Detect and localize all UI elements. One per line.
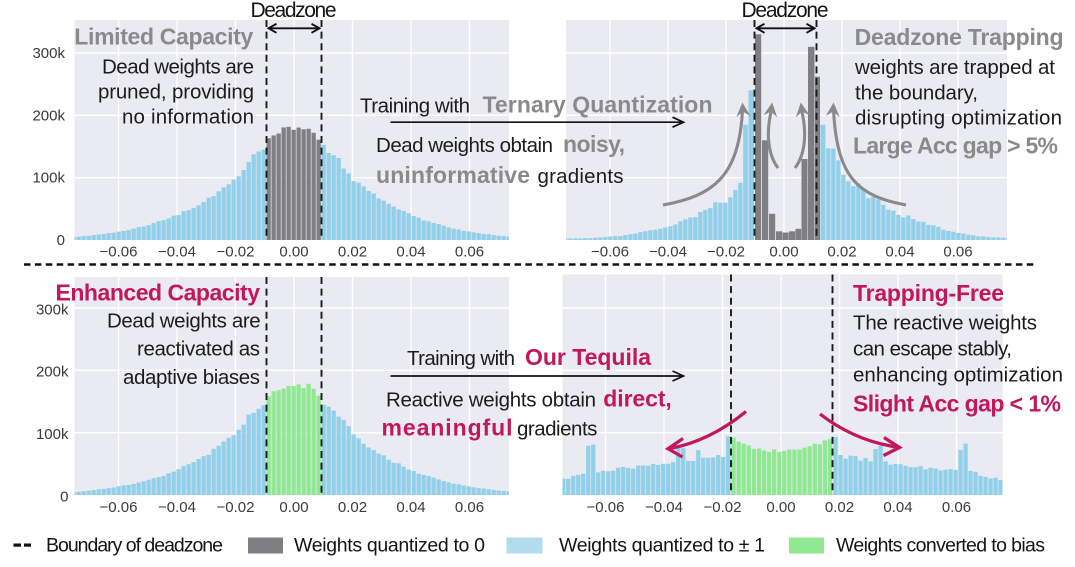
svg-text:300k: 300k (32, 45, 65, 62)
svg-text:0.00: 0.00 (769, 244, 798, 261)
svg-text:−0.02: −0.02 (217, 499, 255, 516)
svg-text:enhancing optimization: enhancing optimization (853, 364, 1063, 387)
svg-text:Training with: Training with (360, 95, 470, 118)
svg-text:direct,: direct, (603, 385, 672, 411)
svg-text:300k: 300k (36, 301, 69, 318)
svg-text:Deadzone: Deadzone (742, 0, 829, 22)
svg-text:Dead weights are: Dead weights are (102, 56, 254, 79)
svg-text:gradients: gradients (538, 165, 624, 188)
svg-text:Slight Acc gap < 1%: Slight Acc gap < 1% (853, 391, 1061, 417)
svg-text:0.02: 0.02 (338, 499, 367, 516)
svg-text:The reactive weights: The reactive weights (853, 312, 1037, 335)
svg-text:−0.06: −0.06 (100, 244, 138, 261)
svg-text:−0.06: −0.06 (100, 499, 138, 516)
svg-text:0.06: 0.06 (455, 244, 484, 261)
svg-text:0.02: 0.02 (825, 499, 854, 516)
svg-text:Weights quantized to ± 1: Weights quantized to ± 1 (559, 535, 765, 557)
svg-text:Deadzone: Deadzone (251, 0, 337, 22)
svg-text:Dead weights obtain: Dead weights obtain (376, 134, 553, 157)
svg-text:100k: 100k (32, 170, 65, 187)
svg-text:200k: 200k (32, 107, 65, 124)
svg-text:Reactive weights obtain: Reactive weights obtain (386, 388, 596, 411)
svg-text:−0.02: −0.02 (704, 499, 742, 516)
svg-text:reactivated as: reactivated as (137, 338, 260, 361)
svg-text:0.04: 0.04 (396, 244, 425, 261)
svg-text:100k: 100k (36, 426, 69, 443)
svg-text:Weights converted to bias: Weights converted to bias (836, 535, 1045, 557)
svg-text:−0.06: −0.06 (587, 499, 625, 516)
svg-text:0.04: 0.04 (883, 499, 912, 516)
svg-text:0.06: 0.06 (942, 499, 971, 516)
svg-text:noisy,: noisy, (563, 131, 625, 157)
svg-text:−0.04: −0.04 (158, 499, 196, 516)
svg-text:0.02: 0.02 (338, 244, 367, 261)
svg-text:−0.02: −0.02 (217, 244, 255, 261)
svg-text:0.04: 0.04 (396, 499, 425, 516)
svg-text:0.06: 0.06 (943, 244, 972, 261)
svg-text:uninformative: uninformative (376, 162, 530, 188)
svg-text:0: 0 (57, 232, 65, 249)
svg-text:−0.04: −0.04 (158, 244, 196, 261)
svg-text:can escape stably,: can escape stably, (853, 338, 1012, 361)
svg-text:Enhanced Capacity: Enhanced Capacity (56, 280, 261, 306)
svg-text:−0.04: −0.04 (645, 499, 683, 516)
svg-text:no information: no information (122, 106, 254, 129)
svg-text:disrupting optimization: disrupting optimization (855, 107, 1062, 130)
svg-text:pruned, providing: pruned, providing (98, 81, 254, 104)
svg-text:gradients: gradients (517, 417, 597, 440)
svg-text:−0.06: −0.06 (591, 244, 629, 261)
svg-text:−0.02: −0.02 (707, 244, 745, 261)
svg-text:Trapping-Free: Trapping-Free (853, 280, 1004, 306)
svg-text:0.06: 0.06 (455, 499, 484, 516)
svg-text:−0.04: −0.04 (649, 244, 687, 261)
svg-text:the boundary,: the boundary, (855, 81, 978, 104)
svg-text:0.04: 0.04 (885, 244, 914, 261)
svg-text:Our Tequila: Our Tequila (525, 344, 651, 370)
svg-text:Large Acc gap > 5%: Large Acc gap > 5% (853, 133, 1058, 159)
svg-text:0.00: 0.00 (766, 499, 795, 516)
svg-text:Deadzone Trapping: Deadzone Trapping (855, 24, 1064, 50)
svg-text:Dead weights are: Dead weights are (107, 309, 261, 332)
svg-text:Ternary Quantization: Ternary Quantization (483, 92, 713, 118)
svg-text:0.00: 0.00 (279, 499, 308, 516)
svg-text:0.02: 0.02 (827, 244, 856, 261)
svg-text:Weights quantized to 0: Weights quantized to 0 (294, 535, 485, 557)
svg-text:weights are trapped at: weights are trapped at (854, 56, 1055, 79)
svg-text:Limited Capacity: Limited Capacity (74, 23, 253, 49)
svg-text:0.00: 0.00 (279, 244, 308, 261)
svg-text:200k: 200k (36, 364, 69, 381)
svg-text:adaptive biases: adaptive biases (123, 366, 260, 389)
svg-text:meaningful: meaningful (382, 414, 513, 440)
svg-text:0: 0 (60, 488, 68, 505)
svg-text:Boundary of deadzone: Boundary of deadzone (46, 535, 223, 557)
svg-text:Training with: Training with (407, 347, 515, 370)
